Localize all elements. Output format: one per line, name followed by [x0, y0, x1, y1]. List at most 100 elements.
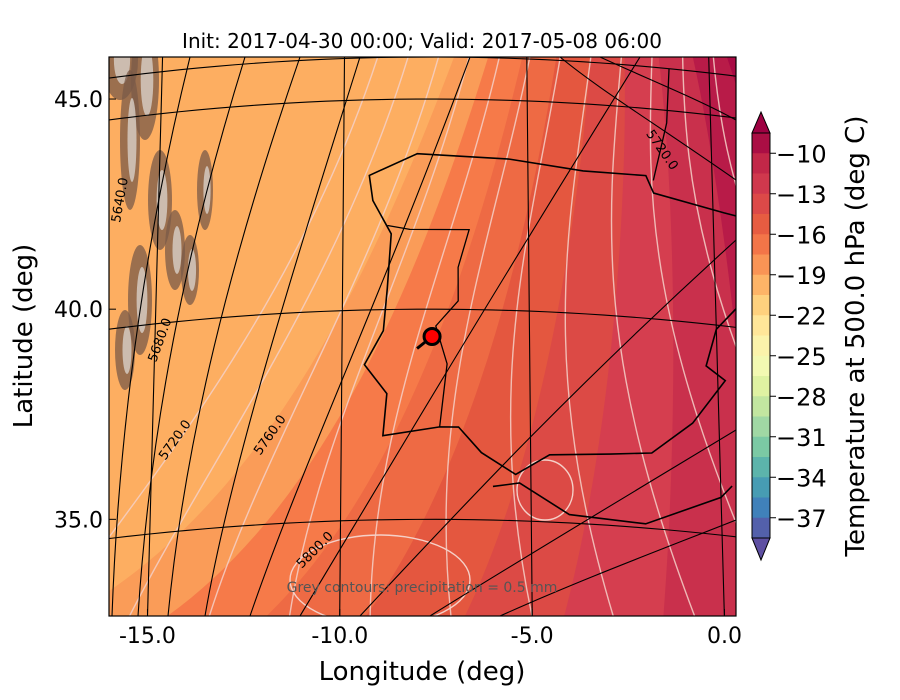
fill-band [726, 57, 736, 86]
colorbar-segment [752, 173, 770, 195]
temp-contour [509, 57, 562, 616]
geopotential-contour [359, 239, 736, 616]
precip-core [127, 98, 137, 182]
x-ticks: -15.0 -10.0 -5.0 0.0 [119, 609, 742, 649]
colorbar-segment [752, 295, 770, 316]
y-tick-label: 45.0 [54, 88, 103, 113]
colorbar-tick-label: −13 [776, 181, 827, 209]
temp-contour [610, 57, 696, 616]
temperature-contours [109, 57, 736, 616]
x-tick-label: 0.0 [707, 624, 742, 649]
colorbar-segment [752, 436, 770, 458]
x-tick-label: -15.0 [119, 624, 176, 649]
temp-contour [109, 57, 379, 539]
colorbar: −10 −13 −16 −19 −22 −25 −28 −31 −34 −37 [751, 110, 827, 562]
colorbar-segment [752, 396, 770, 417]
latitude-line [109, 308, 736, 330]
colorbar-tick-label: −31 [776, 424, 827, 452]
fill-band [692, 57, 736, 338]
graticule [109, 57, 736, 616]
colorbar-frame [751, 132, 771, 539]
colorbar-extend-bottom [751, 537, 771, 562]
y-ticks: 45.0 40.0 35.0 [54, 88, 116, 533]
colorbar-segment [752, 133, 770, 154]
colorbar-tick-label: −37 [776, 505, 827, 533]
colorbar-segment [752, 193, 770, 215]
colorbar-tick-label: −10 [776, 140, 827, 168]
portugal-border [387, 224, 471, 427]
y-tick-label: 40.0 [54, 298, 103, 323]
precip-core [172, 226, 182, 274]
africa-coast [492, 482, 733, 525]
temp-contour [712, 57, 736, 189]
temp-contour [289, 534, 471, 616]
coastline [363, 68, 736, 525]
longitude-line [708, 57, 725, 616]
colorbar-segment [752, 274, 770, 296]
y-tick-label: 35.0 [54, 508, 103, 533]
colorbar-tick-label: −25 [776, 343, 827, 371]
temp-contour [681, 57, 736, 349]
temp-contour [369, 57, 501, 616]
colorbar-segment [752, 457, 770, 478]
precip-core [122, 326, 132, 374]
fill-band [658, 57, 736, 616]
x-axis-label: Longitude (deg) [319, 657, 526, 687]
temperature-fill [109, 57, 736, 616]
longitude-line [146, 57, 164, 616]
geopotential-contour [204, 57, 361, 616]
x-tick-label: -5.0 [511, 624, 554, 649]
geopotential-contour [299, 57, 641, 616]
latitude-line [109, 518, 736, 540]
geopotential-contour [559, 57, 736, 181]
temp-contour [208, 57, 440, 616]
x-tick-label: -10.0 [311, 624, 368, 649]
colorbar-segment [752, 355, 770, 377]
geopotential-contour [137, 57, 246, 616]
temp-contour [288, 57, 470, 616]
colorbar-segment [752, 335, 770, 357]
colorbar-tick-label: −19 [776, 262, 827, 290]
temp-contour [649, 57, 736, 525]
colorbar-segment [752, 153, 770, 174]
colorbar-tick-label: −34 [776, 464, 827, 492]
latitude-line [109, 98, 736, 121]
geopotential-contour [499, 519, 736, 616]
iberia-coast [363, 152, 736, 476]
colorbar-segment [752, 214, 770, 235]
temp-contour [516, 459, 574, 521]
colorbar-segment [752, 376, 770, 397]
colorbar-tick-label: −22 [776, 302, 827, 330]
marker-dot [422, 327, 442, 347]
colorbar-tick-label: −16 [776, 221, 827, 249]
france-coast [652, 68, 670, 181]
colorbar-segment [752, 497, 770, 519]
geopotential-contour [599, 57, 736, 121]
colorbar-extend-top [751, 110, 771, 134]
precip-core [140, 57, 154, 116]
temp-contour [445, 57, 531, 616]
colorbar-segment [752, 477, 770, 498]
colorbar-label: Temperature at 500.0 hPa (deg C) [841, 116, 871, 558]
geopotential-contour [167, 57, 301, 616]
temp-contour [128, 57, 409, 616]
chart-title: Init: 2017-04-30 00:00; Valid: 2017-05-0… [182, 29, 662, 53]
precip-core [187, 249, 197, 291]
colorbar-segment [752, 517, 770, 539]
geopotential-contour [429, 429, 736, 616]
precip-note: Grey contours: precipitation = 0.5 mm [287, 580, 558, 596]
colorbar-segment [752, 234, 770, 255]
longitude-line [526, 57, 533, 616]
location-marker [416, 327, 442, 350]
y-axis-label: Latitude (deg) [9, 244, 39, 429]
colorbar-segment [752, 254, 770, 276]
temp-contour [564, 57, 615, 616]
colorbar-tick-label: −28 [776, 383, 827, 411]
colorbar-segment [752, 416, 770, 438]
longitude-line [339, 57, 346, 616]
colorbar-segment [752, 315, 770, 336]
geopotential-contour [111, 57, 191, 616]
map-frame [108, 56, 737, 617]
